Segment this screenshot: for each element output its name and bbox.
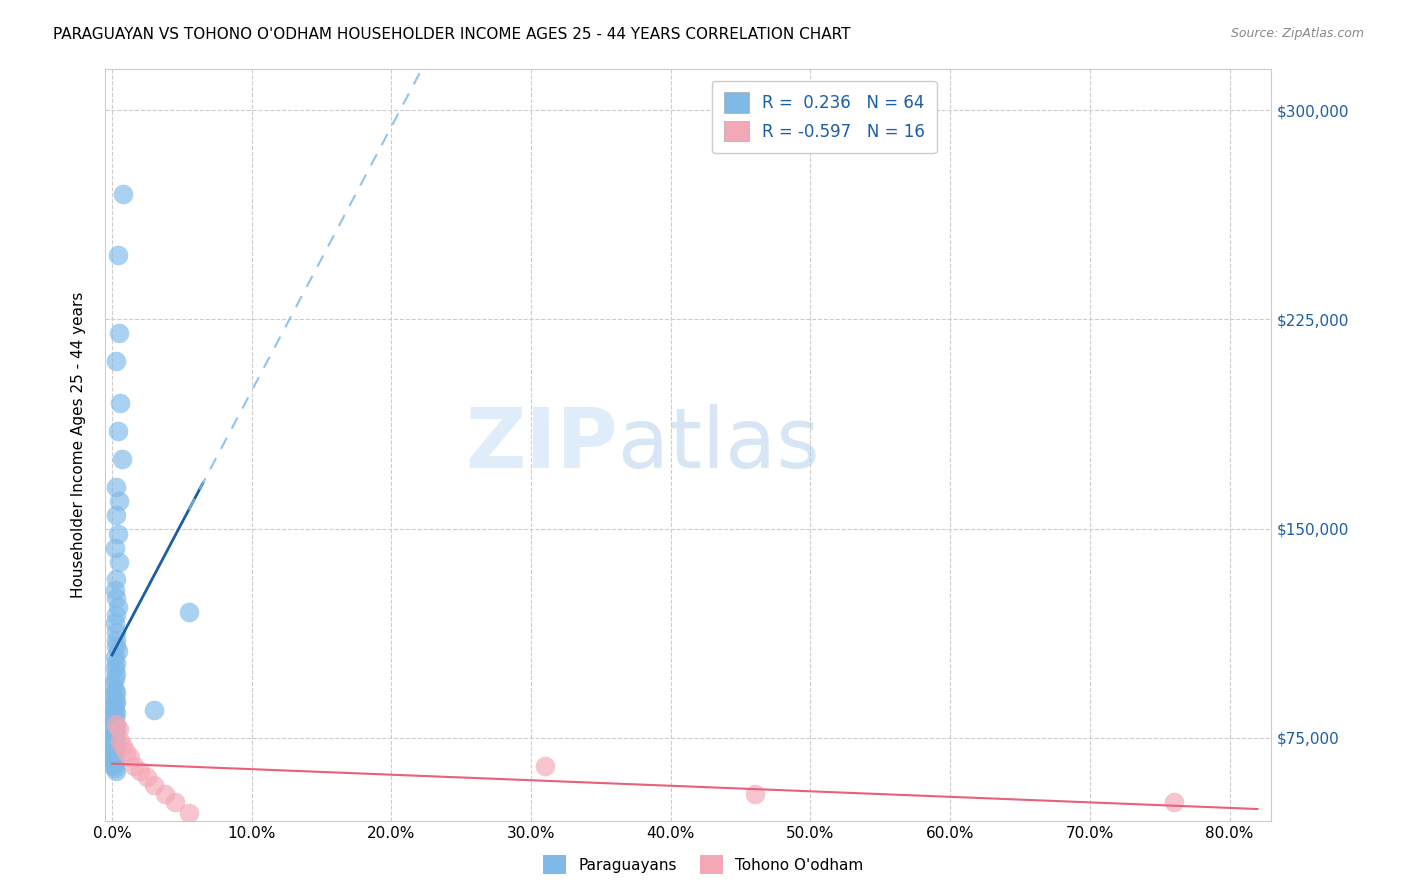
Point bbox=[105, 656, 128, 670]
Point bbox=[107, 644, 129, 658]
Point bbox=[105, 694, 128, 708]
Point bbox=[104, 736, 127, 750]
Point bbox=[103, 746, 125, 760]
Point bbox=[110, 396, 132, 410]
Y-axis label: Householder Income Ages 25 - 44 years: Householder Income Ages 25 - 44 years bbox=[72, 292, 86, 599]
Point bbox=[103, 753, 125, 767]
Point bbox=[104, 762, 127, 776]
Point bbox=[177, 605, 200, 619]
Point bbox=[135, 770, 157, 784]
Point bbox=[105, 624, 128, 639]
Point bbox=[104, 711, 127, 725]
Point bbox=[124, 758, 146, 772]
Point bbox=[105, 639, 128, 653]
Point bbox=[153, 787, 176, 801]
Point bbox=[104, 691, 127, 706]
Point bbox=[103, 720, 125, 734]
Point bbox=[112, 739, 135, 754]
Point bbox=[105, 572, 128, 586]
Point bbox=[104, 725, 127, 739]
Legend: Paraguayans, Tohono O'odham: Paraguayans, Tohono O'odham bbox=[537, 849, 869, 880]
Point bbox=[105, 633, 128, 648]
Point bbox=[103, 700, 125, 714]
Point bbox=[104, 742, 127, 756]
Point bbox=[104, 661, 127, 675]
Point bbox=[104, 698, 127, 712]
Point bbox=[103, 733, 125, 747]
Point bbox=[103, 743, 125, 757]
Point bbox=[103, 714, 125, 728]
Point bbox=[105, 354, 128, 368]
Point bbox=[177, 806, 200, 821]
Point bbox=[107, 599, 129, 614]
Point bbox=[163, 795, 186, 809]
Point bbox=[129, 764, 152, 779]
Text: PARAGUAYAN VS TOHONO O'ODHAM HOUSEHOLDER INCOME AGES 25 - 44 YEARS CORRELATION C: PARAGUAYAN VS TOHONO O'ODHAM HOUSEHOLDER… bbox=[53, 27, 851, 42]
Point bbox=[103, 678, 125, 692]
Point bbox=[104, 672, 127, 686]
Point bbox=[105, 706, 128, 720]
Point bbox=[108, 326, 131, 341]
Point bbox=[104, 745, 127, 759]
Point bbox=[105, 723, 128, 737]
Point bbox=[104, 649, 127, 664]
Point bbox=[104, 683, 127, 698]
Point bbox=[103, 689, 125, 703]
Point bbox=[111, 451, 134, 466]
Point bbox=[105, 666, 128, 681]
Point bbox=[103, 728, 125, 742]
Point bbox=[103, 758, 125, 772]
Point bbox=[115, 745, 138, 759]
Point bbox=[1163, 795, 1185, 809]
Point bbox=[110, 733, 132, 747]
Point bbox=[104, 716, 127, 731]
Legend: R =  0.236   N = 64, R = -0.597   N = 16: R = 0.236 N = 64, R = -0.597 N = 16 bbox=[711, 80, 936, 153]
Point bbox=[744, 787, 766, 801]
Point bbox=[103, 739, 125, 754]
Point bbox=[142, 703, 165, 717]
Point bbox=[105, 480, 128, 494]
Point bbox=[107, 248, 129, 262]
Point bbox=[108, 723, 131, 737]
Point bbox=[104, 541, 127, 556]
Point bbox=[105, 608, 128, 623]
Point bbox=[104, 730, 127, 744]
Point bbox=[112, 186, 135, 201]
Text: ZIP: ZIP bbox=[465, 404, 619, 485]
Point bbox=[105, 508, 128, 522]
Point bbox=[120, 750, 142, 764]
Point bbox=[107, 527, 129, 541]
Point bbox=[105, 591, 128, 606]
Point bbox=[104, 616, 127, 631]
Point bbox=[534, 758, 557, 772]
Text: Source: ZipAtlas.com: Source: ZipAtlas.com bbox=[1230, 27, 1364, 40]
Point bbox=[108, 493, 131, 508]
Point bbox=[103, 750, 125, 764]
Text: atlas: atlas bbox=[619, 404, 820, 485]
Point bbox=[104, 582, 127, 597]
Point bbox=[104, 703, 127, 717]
Point bbox=[105, 764, 128, 779]
Point bbox=[142, 778, 165, 792]
Point bbox=[104, 756, 127, 770]
Point bbox=[103, 708, 125, 723]
Point bbox=[105, 686, 128, 700]
Point bbox=[103, 731, 125, 745]
Point bbox=[103, 747, 125, 762]
Point bbox=[107, 424, 129, 438]
Point bbox=[105, 716, 128, 731]
Point bbox=[108, 555, 131, 569]
